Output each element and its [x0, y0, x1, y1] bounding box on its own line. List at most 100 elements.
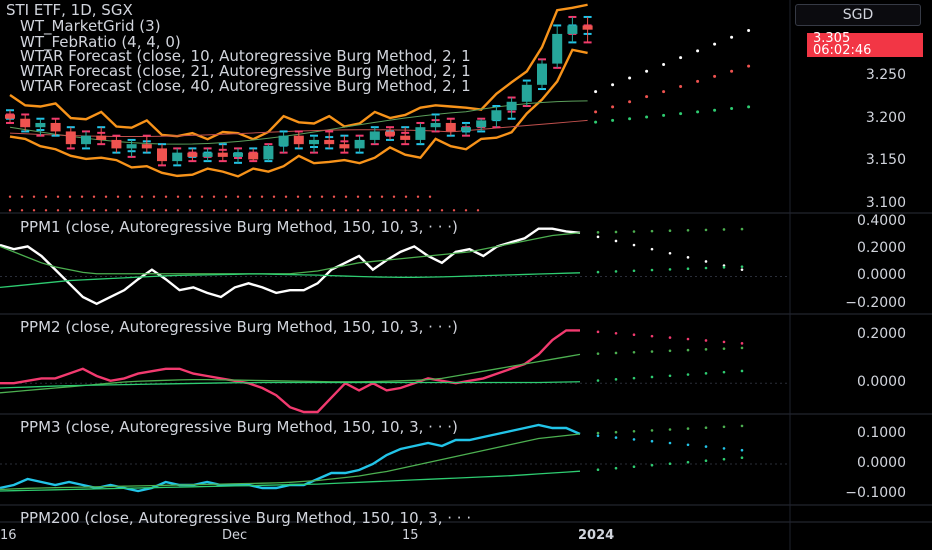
- forecast-point: [596, 431, 600, 435]
- forecast-point: [740, 227, 744, 231]
- y-tick-label: −0.1000: [845, 485, 906, 501]
- level-marker: [416, 209, 420, 212]
- level-marker: [116, 209, 120, 212]
- level-marker: [260, 209, 264, 212]
- forecast-point: [704, 426, 708, 430]
- series-line: [0, 433, 581, 491]
- level-marker: [272, 209, 276, 212]
- candle-body: [233, 152, 243, 157]
- forecast-point-green: [628, 117, 632, 121]
- forecast-point: [650, 247, 654, 251]
- forecast-point: [686, 267, 690, 270]
- level-marker: [152, 195, 156, 198]
- level-marker: [188, 209, 192, 212]
- forecast-point: [722, 340, 726, 344]
- level-marker: [368, 209, 372, 212]
- level-marker: [140, 209, 144, 212]
- forecast-point: [740, 456, 744, 460]
- currency-button[interactable]: SGD: [795, 4, 921, 26]
- forecast-point-red: [662, 90, 666, 94]
- forecast-point-red: [594, 110, 598, 114]
- forecast-point: [668, 336, 672, 339]
- candle-body: [339, 144, 350, 149]
- forecast-point: [722, 457, 726, 461]
- forecast-point-white: [679, 56, 683, 60]
- forecast-point: [614, 430, 618, 434]
- forecast-point: [668, 462, 672, 466]
- level-marker: [20, 209, 24, 212]
- level-marker: [176, 209, 180, 212]
- level-marker: [380, 209, 384, 212]
- last-price-value: 3.305: [813, 31, 851, 46]
- candle-body: [445, 122, 456, 132]
- candle-body: [461, 127, 471, 132]
- forecast-point-white: [594, 90, 598, 94]
- legend-symbol[interactable]: STI ETF, 1D, SGX: [6, 1, 133, 19]
- candle-body: [202, 152, 213, 157]
- level-marker: [380, 195, 384, 198]
- y-tick-label: −0.2000: [845, 294, 906, 311]
- y-tick-label: 0.0000: [857, 374, 906, 391]
- forecast-point: [740, 346, 744, 350]
- level-marker: [236, 195, 240, 198]
- forecast-point: [722, 425, 726, 429]
- forecast-point: [632, 376, 636, 380]
- level-marker: [8, 195, 12, 198]
- forecast-point: [614, 378, 618, 381]
- candle-body: [172, 152, 183, 162]
- forecast-point: [686, 427, 690, 430]
- forecast-point: [650, 334, 654, 338]
- pane-title-ppm200[interactable]: PPM200 (close, Autoregressive Burg Metho…: [20, 509, 472, 527]
- level-marker: [104, 209, 108, 212]
- forecast-point: [740, 369, 744, 373]
- forecast-point-white: [628, 76, 632, 80]
- forecast-point: [596, 235, 600, 239]
- forecast-point: [632, 430, 636, 433]
- legend-indicator-forecast-10[interactable]: WTAR Forecast (close, 10, Autoregressive…: [20, 47, 471, 65]
- legend-indicator-febratio[interactable]: WT_FebRatio (4, 4, 0): [20, 33, 181, 51]
- level-marker: [140, 195, 144, 198]
- candle-body: [5, 114, 15, 119]
- legend-indicator-forecast-21[interactable]: WTAR Forecast (close, 21, Autoregressive…: [20, 62, 471, 80]
- forecast-point: [668, 349, 672, 353]
- forecast-point: [704, 372, 708, 375]
- forecast-point: [650, 439, 654, 443]
- x-tick-label: Dec: [222, 528, 248, 543]
- pane-title-ppm3[interactable]: PPM3 (close, Autoregressive Burg Method,…: [20, 418, 458, 436]
- level-marker: [356, 209, 360, 212]
- level-marker: [392, 195, 396, 198]
- y-tick-label: 3.100: [865, 194, 906, 211]
- forecast-point: [668, 268, 672, 271]
- level-marker: [68, 209, 72, 212]
- level-marker: [296, 195, 300, 198]
- forecast-point: [686, 373, 690, 376]
- forecast-point: [704, 348, 708, 351]
- level-marker: [80, 209, 84, 212]
- candle-body: [293, 135, 304, 145]
- legend-indicator-forecast-40[interactable]: WTAR Forecast (close, 40, Autoregressive…: [20, 77, 471, 95]
- y-tick-label: 3.150: [865, 152, 906, 169]
- forecast-point: [704, 228, 708, 232]
- y-tick-label: 3.200: [865, 109, 906, 126]
- forecast-point: [614, 270, 618, 273]
- level-marker: [44, 209, 48, 212]
- forecast-point: [596, 379, 600, 382]
- forecast-point: [650, 268, 654, 272]
- level-marker: [116, 195, 120, 198]
- pane-title-ppm1[interactable]: PPM1 (close, Autoregressive Burg Method,…: [20, 218, 458, 236]
- legend-indicator-marketgrid[interactable]: WT_MarketGrid (3): [20, 17, 161, 35]
- candle-body: [96, 135, 107, 140]
- forecast-point: [650, 429, 654, 432]
- forecast-point: [686, 229, 690, 232]
- forecast-point-green: [645, 115, 649, 119]
- level-marker: [56, 195, 60, 198]
- forecast-point: [668, 374, 672, 378]
- pane-title-ppm2[interactable]: PPM2 (close, Autoregressive Burg Method,…: [20, 318, 458, 336]
- forecast-point-green: [679, 112, 683, 116]
- forecast-point: [686, 443, 690, 447]
- forecast-point: [596, 434, 600, 438]
- forecast-point-white: [645, 69, 649, 73]
- bar-countdown: 06:02:46: [813, 43, 872, 58]
- forecast-point: [650, 375, 654, 379]
- forecast-point-red: [730, 69, 734, 73]
